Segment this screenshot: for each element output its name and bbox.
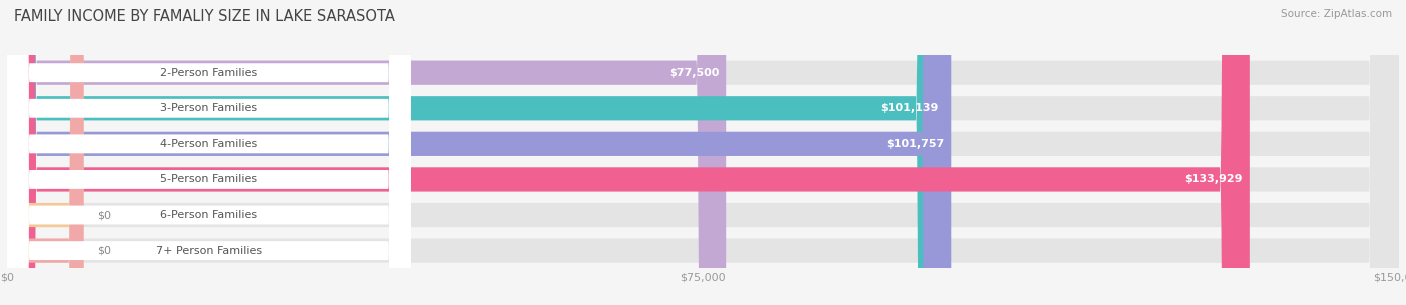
FancyBboxPatch shape	[7, 0, 1399, 305]
Text: 2-Person Families: 2-Person Families	[160, 68, 257, 78]
FancyBboxPatch shape	[7, 0, 727, 305]
FancyBboxPatch shape	[7, 0, 411, 305]
Text: 7+ Person Families: 7+ Person Families	[156, 246, 262, 256]
Text: FAMILY INCOME BY FAMALIY SIZE IN LAKE SARASOTA: FAMILY INCOME BY FAMALIY SIZE IN LAKE SA…	[14, 9, 395, 24]
FancyBboxPatch shape	[7, 0, 1399, 305]
Text: $0: $0	[97, 246, 111, 256]
FancyBboxPatch shape	[7, 0, 1399, 305]
FancyBboxPatch shape	[7, 0, 1250, 305]
Text: 6-Person Families: 6-Person Families	[160, 210, 257, 220]
FancyBboxPatch shape	[7, 0, 1399, 305]
Text: Source: ZipAtlas.com: Source: ZipAtlas.com	[1281, 9, 1392, 19]
FancyBboxPatch shape	[7, 0, 952, 305]
FancyBboxPatch shape	[7, 0, 411, 305]
FancyBboxPatch shape	[7, 0, 411, 305]
Text: 5-Person Families: 5-Person Families	[160, 174, 257, 185]
FancyBboxPatch shape	[7, 0, 411, 305]
FancyBboxPatch shape	[7, 0, 411, 305]
Text: $133,929: $133,929	[1184, 174, 1243, 185]
Text: $101,757: $101,757	[886, 139, 945, 149]
Text: $0: $0	[97, 210, 111, 220]
FancyBboxPatch shape	[7, 0, 83, 305]
FancyBboxPatch shape	[7, 0, 83, 305]
FancyBboxPatch shape	[7, 0, 411, 305]
FancyBboxPatch shape	[7, 0, 1399, 305]
Text: $77,500: $77,500	[669, 68, 720, 78]
Text: 3-Person Families: 3-Person Families	[160, 103, 257, 113]
FancyBboxPatch shape	[7, 0, 1399, 305]
FancyBboxPatch shape	[7, 0, 946, 305]
Text: $101,139: $101,139	[880, 103, 939, 113]
Text: 4-Person Families: 4-Person Families	[160, 139, 257, 149]
